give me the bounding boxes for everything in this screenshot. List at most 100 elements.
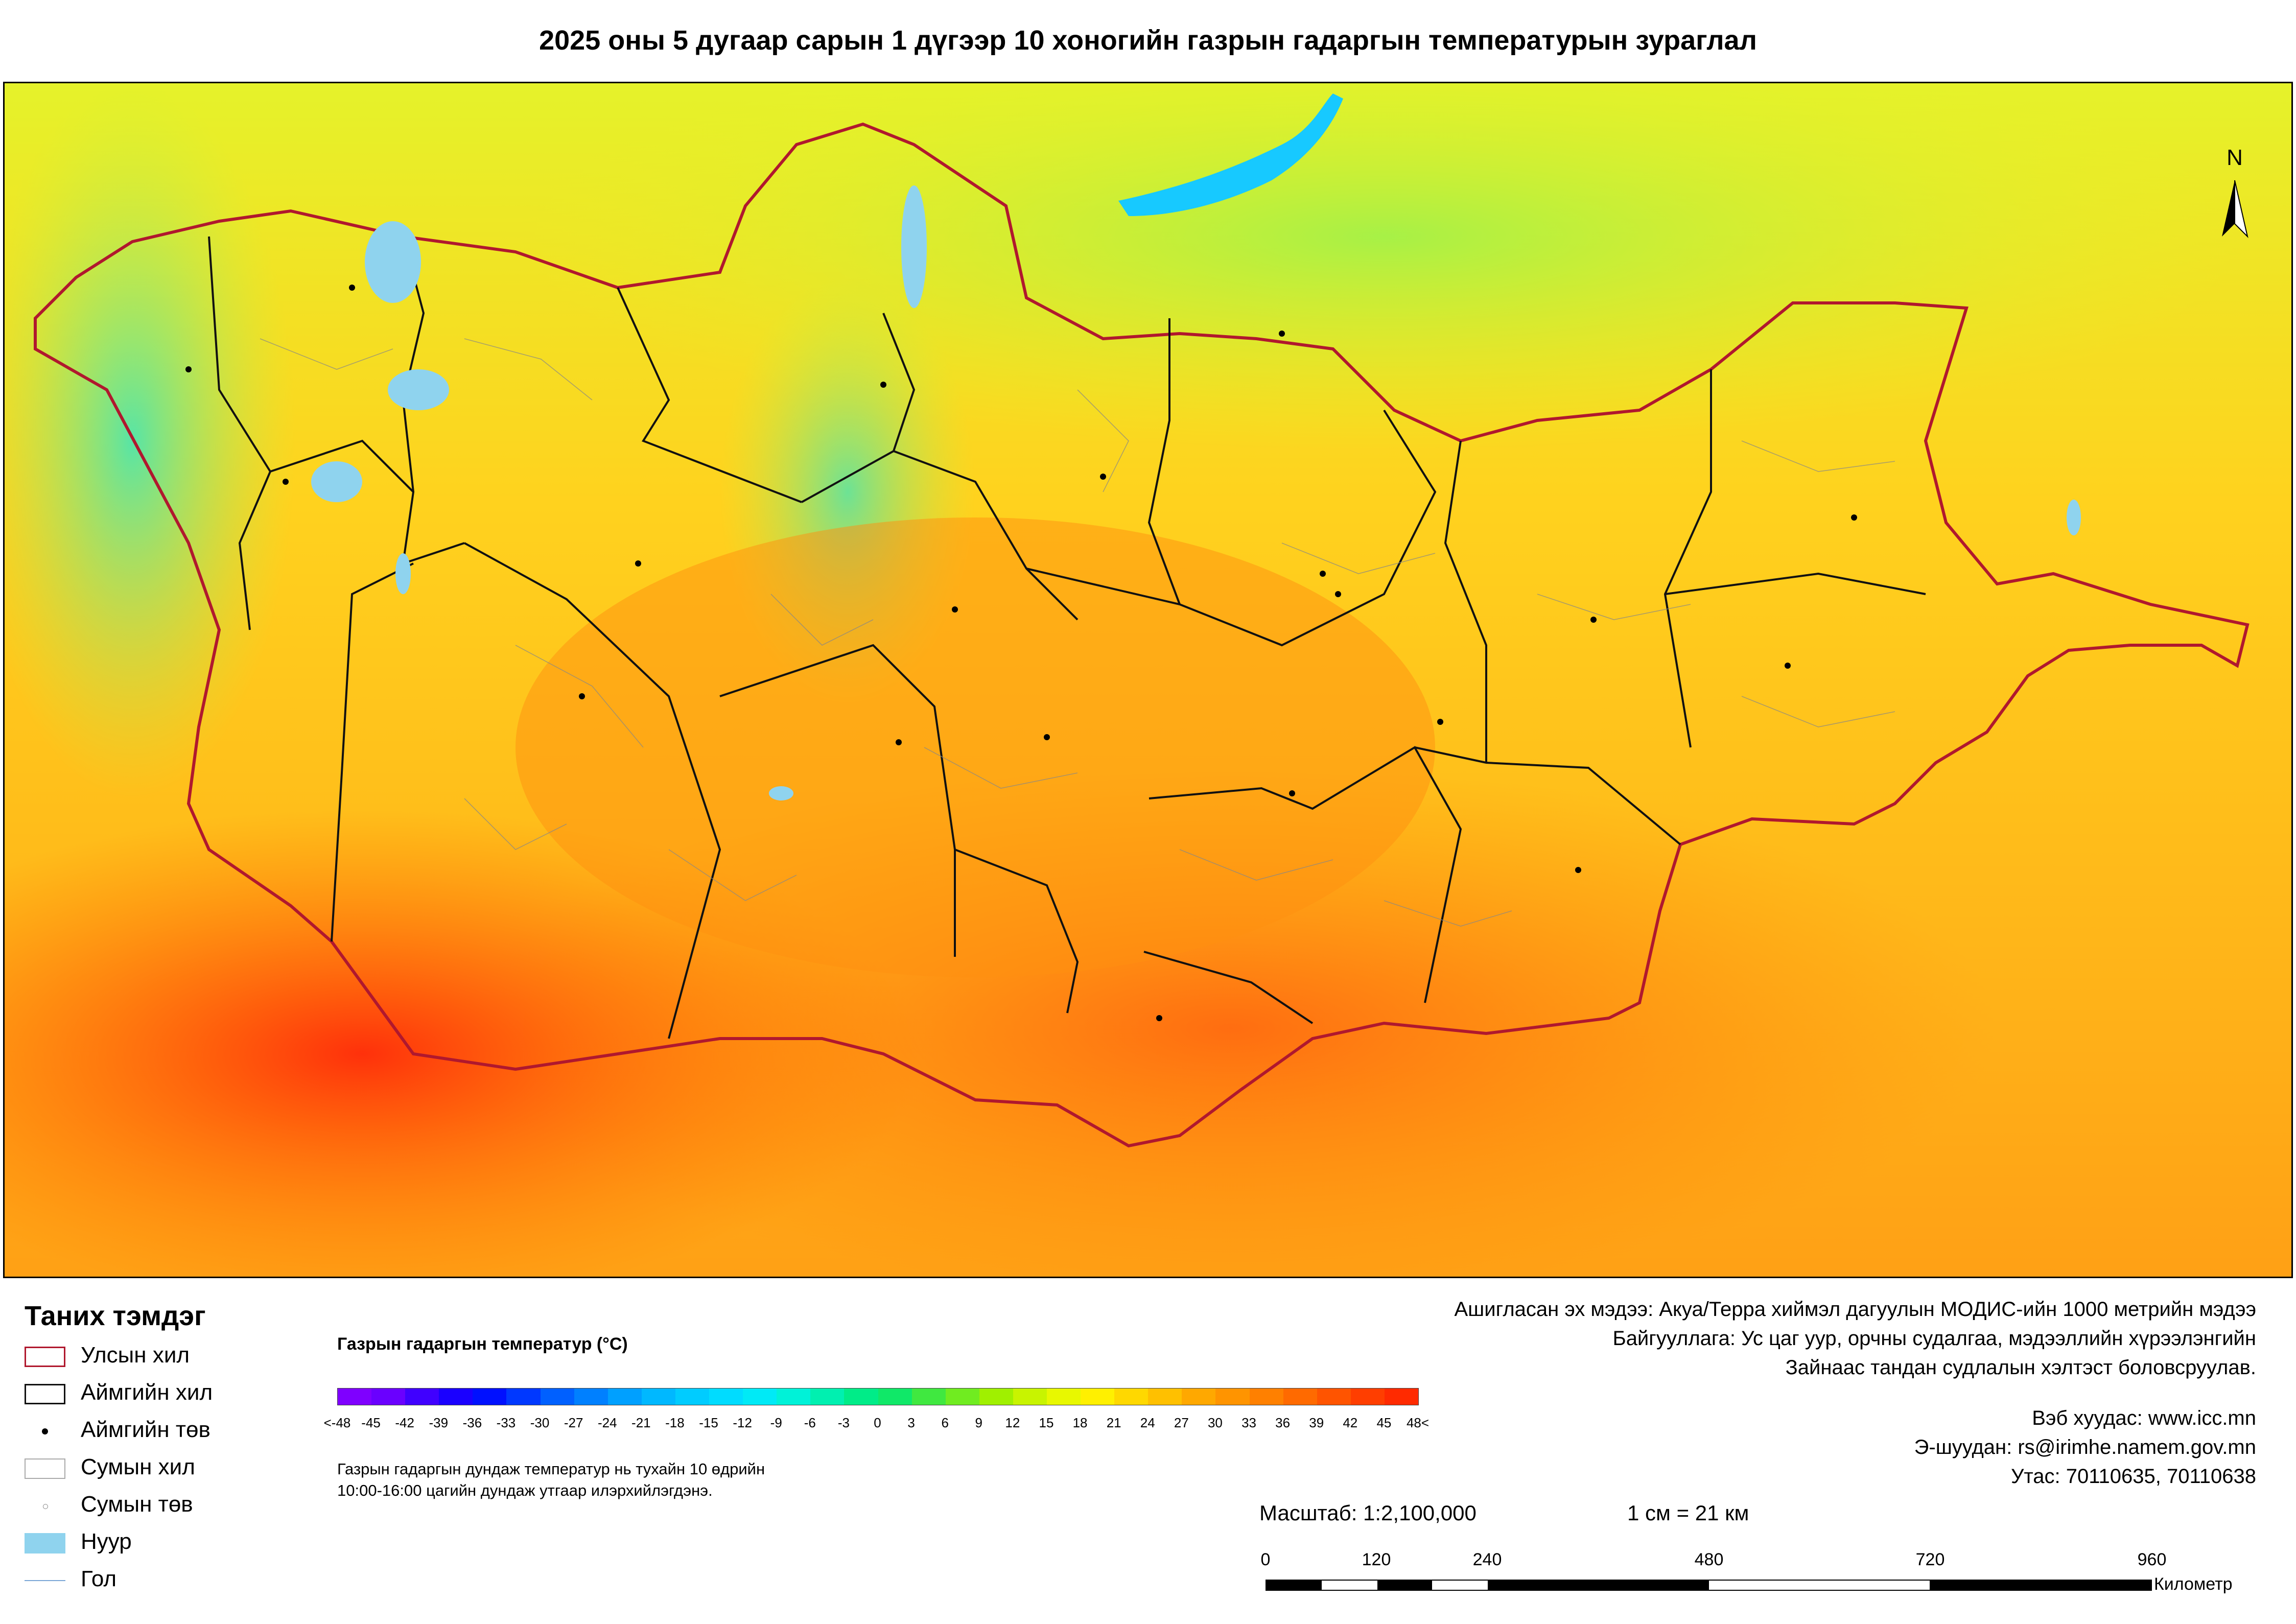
scalebar-label: 480 <box>1694 1550 1724 1569</box>
colorbar-tick-label: -42 <box>395 1415 414 1430</box>
colorbar-tick-label: -15 <box>699 1415 718 1430</box>
colorbar-swatch <box>810 1388 845 1405</box>
scalebar <box>1266 1580 2152 1591</box>
lake-swatch <box>25 1533 65 1554</box>
map-title: 2025 оны 5 дугаар сарын 1 дүгээр 10 хоно… <box>539 25 1757 56</box>
colorbar-swatch <box>473 1388 507 1405</box>
soum-center-icon <box>25 1496 65 1516</box>
colorbar-swatch <box>1114 1388 1149 1405</box>
north-arrow-label: N <box>2227 145 2243 170</box>
scale-equivalence: 1 см = 21 км <box>1627 1501 1749 1525</box>
colorbar-swatch <box>439 1388 473 1405</box>
colorbar-tick-label: 27 <box>1174 1415 1189 1430</box>
colorbar-swatch <box>574 1388 608 1405</box>
colorbar-tick-label: 36 <box>1275 1415 1291 1430</box>
scale-ratio: Масштаб: 1:2,100,000 <box>1259 1501 1477 1525</box>
scalebar-label: 0 <box>1260 1550 1271 1569</box>
colorbar-swatch <box>1148 1388 1182 1405</box>
colorbar-tick-label: <-48 <box>323 1415 351 1430</box>
warm-zone-central <box>516 517 1435 977</box>
legend-label: Сумын хил <box>81 1454 195 1479</box>
credits-line: Байгууллага: Ус цаг уур, орчны судалгаа,… <box>1612 1327 2256 1350</box>
country-border-swatch <box>25 1347 65 1367</box>
colorbar-tick-label: -33 <box>496 1415 516 1430</box>
scalebar-label: 120 <box>1362 1550 1391 1569</box>
colorbar-tick-label: -21 <box>631 1415 651 1430</box>
legend-label: Сумын төв <box>81 1492 193 1517</box>
colorbar-swatch <box>1384 1388 1418 1405</box>
colorbar-swatch <box>338 1388 372 1405</box>
legend-label: Гол <box>81 1566 117 1591</box>
email-address: Э-шуудан: rs@irimhe.namem.gov.mn <box>1914 1436 2256 1458</box>
colorbar-swatch <box>371 1388 406 1405</box>
colorbar <box>337 1388 1419 1405</box>
colorbar-tick-label: 30 <box>1207 1415 1223 1430</box>
country-border <box>34 122 2250 1148</box>
credits-line: Ашигласан эх мэдээ: Акуа/Терра хиймэл да… <box>1454 1298 2257 1321</box>
legend-title: Таних тэмдэг <box>25 1301 206 1331</box>
lakes <box>311 185 2081 801</box>
colorbar-swatch <box>911 1388 946 1405</box>
soum-borders <box>260 338 1895 927</box>
colorbar-swatch <box>506 1388 541 1405</box>
lake-baikal <box>1118 93 1343 216</box>
colorbar-swatch <box>777 1388 811 1405</box>
colorbar-tick-label: 39 <box>1309 1415 1324 1430</box>
aimag-borders <box>208 236 1926 1039</box>
north-arrow-icon: N <box>2222 145 2248 239</box>
colorbar-swatch <box>675 1388 710 1405</box>
legend-label: Аймгийн хил <box>81 1380 213 1405</box>
colorbar-tick-label: -24 <box>597 1415 617 1430</box>
colorbar-tick-label: -45 <box>361 1415 381 1430</box>
colorbar-swatch <box>945 1388 979 1405</box>
colorbar-swatch <box>1046 1388 1081 1405</box>
web-address: Вэб хуудас: www.icc.mn <box>2032 1407 2256 1429</box>
colorbar-swatch <box>878 1388 912 1405</box>
colorbar-title: Газрын гадаргын температур (°C) <box>337 1334 628 1354</box>
colorbar-tick-label: 24 <box>1140 1415 1155 1430</box>
colorbar-swatch <box>1317 1388 1351 1405</box>
phone-number: Утас: 70110635, 70110638 <box>2011 1465 2256 1488</box>
aimag-border-swatch <box>25 1384 65 1404</box>
scalebar-unit: Километр <box>2154 1574 2233 1594</box>
cool-zone-altai <box>5 83 296 798</box>
scalebar-label: 720 <box>1915 1550 1945 1569</box>
scalebar-label: 960 <box>2137 1550 2167 1569</box>
colorbar-swatch <box>743 1388 777 1405</box>
legend-label: Улсын хил <box>81 1343 190 1368</box>
colorbar-tick-label: 12 <box>1005 1415 1020 1430</box>
colorbar-swatch <box>1081 1388 1115 1405</box>
colorbar-tick-label: 6 <box>941 1415 949 1430</box>
note-line: 10:00-16:00 цагийн дундаж утгаар илэрхий… <box>337 1481 713 1499</box>
aimag-center-icon <box>25 1421 65 1442</box>
colorbar-tick-label: -3 <box>837 1415 850 1430</box>
colorbar-tick-label: -36 <box>462 1415 482 1430</box>
note: Газрын гадаргын дундаж температур нь тух… <box>337 1458 765 1501</box>
colorbar-ticks: <-48 -45 -42 -39 -36 -33 -30 -27 -24 -21 -18 -15 -12… <box>324 1415 1429 1433</box>
legend-label: Аймгийн төв <box>81 1417 210 1442</box>
colorbar-tick-label: -12 <box>733 1415 752 1430</box>
aimag-centers <box>185 285 1857 1021</box>
colorbar-swatch <box>607 1388 642 1405</box>
colorbar-swatch <box>1350 1388 1385 1405</box>
colorbar-tick-label: 33 <box>1241 1415 1256 1430</box>
colorbar-swatch <box>1283 1388 1317 1405</box>
credits: Ашигласан эх мэдээ: Акуа/Терра хиймэл да… <box>1455 1295 2257 1382</box>
river-icon <box>25 1570 65 1591</box>
contacts: Вэб хуудас: www.icc.mn Э-шуудан: rs@irim… <box>1914 1404 2256 1491</box>
colorbar-swatch <box>844 1388 878 1405</box>
colorbar-tick-label: -30 <box>530 1415 550 1430</box>
colorbar-tick-label: 9 <box>975 1415 983 1430</box>
colorbar-tick-label: 48< <box>1406 1415 1430 1430</box>
colorbar-tick-label: 15 <box>1039 1415 1054 1430</box>
colorbar-swatch <box>709 1388 743 1405</box>
colorbar-tick-label: -39 <box>429 1415 449 1430</box>
colorbar-tick-label: -9 <box>770 1415 782 1430</box>
colorbar-swatch <box>1013 1388 1047 1405</box>
colorbar-tick-label: -6 <box>804 1415 816 1430</box>
colorbar-tick-label: -18 <box>665 1415 685 1430</box>
note-line: Газрын гадаргын дундаж температур нь тух… <box>337 1460 765 1478</box>
colorbar-swatch <box>641 1388 675 1405</box>
temperature-map: N <box>5 83 2291 1277</box>
